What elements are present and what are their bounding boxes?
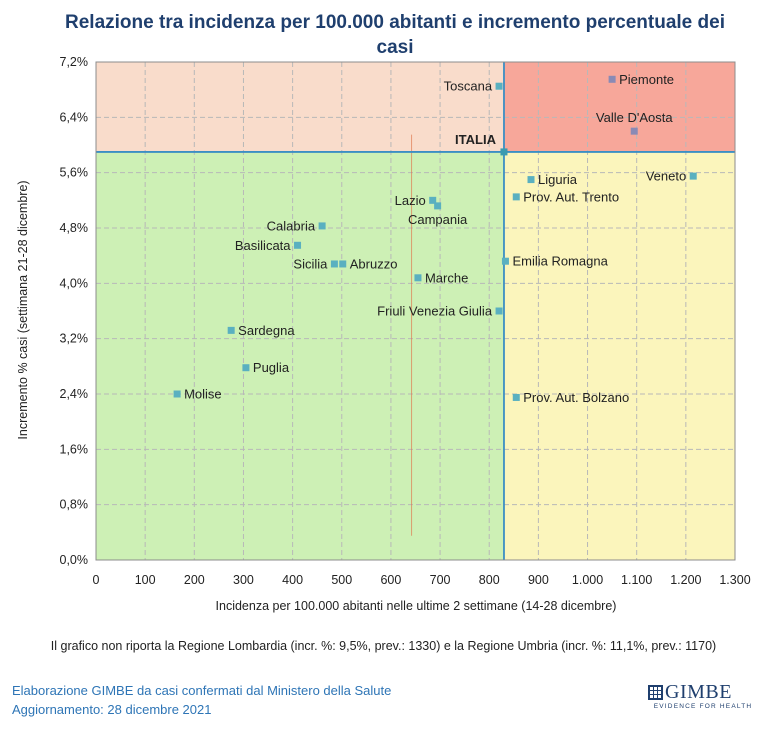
credit-line-source: Elaborazione GIMBE da casi confermati da… [12, 683, 392, 698]
point-marker [608, 75, 616, 83]
point-marker [512, 193, 520, 201]
quadrant-bottom-right [503, 151, 735, 560]
x-tick-label: 1.100 [621, 573, 652, 587]
axes [95, 61, 736, 561]
point-marker [339, 260, 347, 268]
point-label: Campania [408, 212, 468, 227]
point-label: Sicilia [293, 256, 328, 271]
quadrant-top-right [503, 62, 735, 152]
y-tick-label: 2,4% [60, 387, 89, 401]
point-marker [527, 176, 535, 184]
x-tick-label: 400 [282, 573, 303, 587]
logo-name: GIMBE [665, 681, 732, 703]
x-tick-label: 0 [93, 573, 100, 587]
y-tick-label: 7,2% [60, 55, 89, 69]
point-label: Puglia [253, 360, 290, 375]
quadrant-backgrounds [96, 62, 735, 560]
x-tick-label: 200 [184, 573, 205, 587]
y-tick-label: 5,6% [60, 166, 89, 180]
point-label: Calabria [267, 218, 316, 233]
point-label: Toscana [444, 79, 493, 94]
x-axis-label: Incidenza per 100.000 abitanti nelle ult… [216, 599, 617, 613]
y-tick-label: 6,4% [60, 110, 89, 124]
y-tick-label: 3,2% [60, 332, 89, 346]
point-marker [294, 241, 302, 249]
y-tick-label: 1,6% [60, 442, 89, 456]
point-label: Prov. Aut. Trento [523, 189, 619, 204]
chart-title: Relazione tra incidenza per 100.000 abit… [65, 12, 725, 58]
tick-labels: 0 100 200 300 400 500 600 700 800 900 1.000 1.100 1.… [60, 55, 751, 587]
x-tick-label: 100 [135, 573, 156, 587]
gimbe-logo: GIMBE EVIDENCE FOR HEALTH [648, 681, 758, 713]
plot-frame [95, 61, 736, 561]
quadrant-bottom-left [96, 151, 504, 560]
point-label: Prov. Aut. Bolzano [523, 390, 629, 405]
point-label: Sardegna [238, 323, 295, 338]
point-marker [173, 390, 181, 398]
point-marker [689, 172, 697, 180]
x-tick-label: 1.000 [572, 573, 603, 587]
credit-line-update: Aggiornamento: 28 dicembre 2021 [12, 702, 212, 717]
italia-marker [500, 148, 508, 156]
x-tick-label: 800 [479, 573, 500, 587]
point-marker [227, 326, 235, 334]
logo-tagline: EVIDENCE FOR HEALTH [653, 703, 753, 710]
point-label: Emilia Romagna [512, 254, 608, 269]
y-tick-label: 0,0% [60, 553, 89, 567]
point-marker [495, 307, 503, 315]
point-marker [512, 393, 520, 401]
grid-logo-icon [648, 685, 663, 700]
y-tick-label: 0,8% [60, 498, 89, 512]
y-tick-label: 4,0% [60, 276, 89, 290]
italia-label: ITALIA [455, 132, 497, 147]
data-points: Toscana Piemonte Valle D'Aosta Veneto Liguri… [173, 72, 697, 405]
x-tick-label: 1.300 [719, 573, 750, 587]
point-label: Valle D'Aosta [596, 110, 673, 125]
point-label: Liguria [538, 172, 578, 187]
x-tick-label: 600 [380, 573, 401, 587]
point-label: Veneto [646, 169, 687, 184]
point-marker [414, 274, 422, 282]
point-marker [429, 196, 437, 204]
footnote: Il grafico non riporta la Regione Lombar… [50, 639, 717, 653]
gridlines [96, 61, 736, 560]
point-label: Molise [184, 387, 222, 402]
point-marker [318, 222, 326, 230]
x-tick-label: 900 [528, 573, 549, 587]
point-marker [330, 260, 338, 268]
x-tick-label: 700 [430, 573, 451, 587]
point-marker [242, 364, 250, 372]
x-tick-label: 500 [331, 573, 352, 587]
quadrant-top-left [96, 62, 504, 152]
x-tick-label: 1.200 [670, 573, 701, 587]
point-marker [501, 257, 509, 265]
point-marker [630, 127, 638, 135]
x-tick-label: 300 [233, 573, 254, 587]
point-marker [495, 82, 503, 90]
reference-lines [96, 62, 735, 560]
point-label: Marche [425, 270, 468, 285]
point-label: Lazio [395, 193, 426, 208]
point-label: Basilicata [235, 238, 291, 253]
point-label: Friuli Venezia Giulia [377, 304, 493, 319]
credit-block: Elaborazione GIMBE da casi confermati da… [12, 681, 391, 719]
y-axis-label: Incremento % casi (settimana 21-28 dicem… [16, 180, 30, 439]
point-marker [434, 202, 442, 210]
point-label: Piemonte [619, 72, 674, 87]
point-label: Abruzzo [350, 256, 398, 271]
y-tick-label: 4,8% [60, 221, 89, 235]
